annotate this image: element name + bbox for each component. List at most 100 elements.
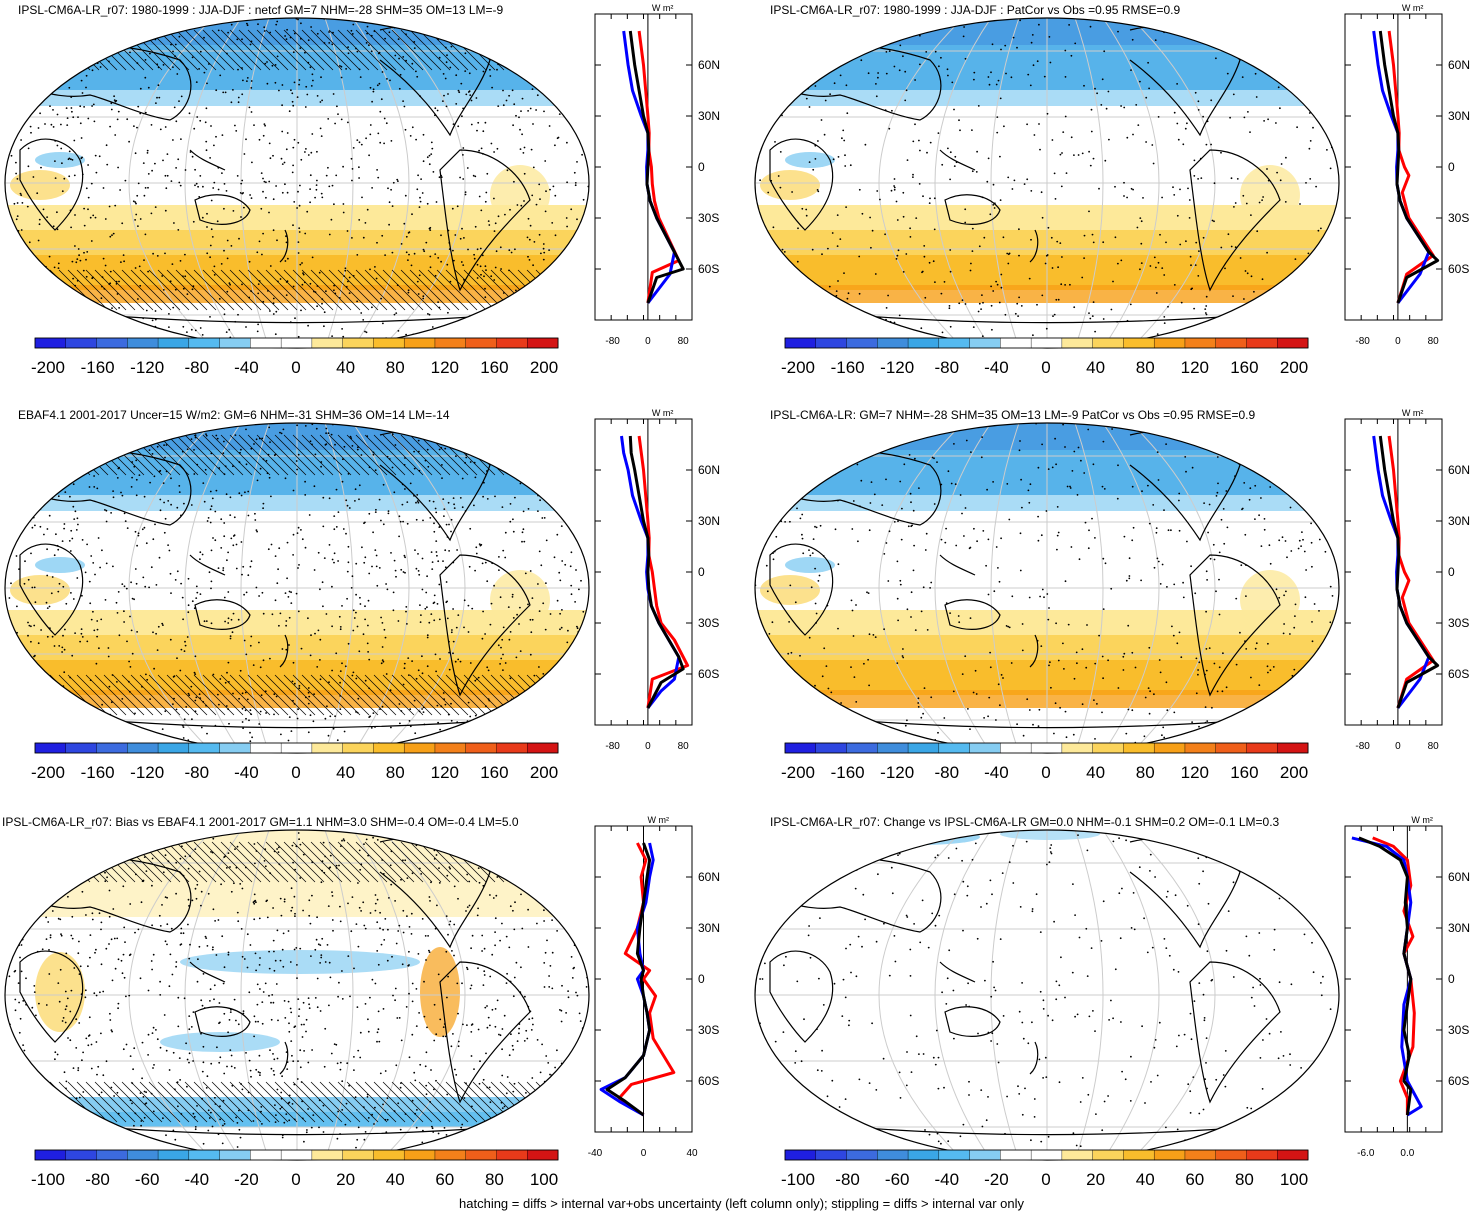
colorbar-swatch bbox=[342, 742, 374, 754]
colorbar-label: -80 bbox=[185, 358, 210, 377]
colorbar-swatch bbox=[373, 742, 405, 754]
map-panel: EBAF4.1 2001-2017 Uncer=15 W/m2: GM=6 NH… bbox=[0, 405, 733, 805]
lat-label: 60N bbox=[1448, 463, 1470, 477]
colorbar-label: -100 bbox=[781, 1170, 815, 1189]
colorbar-label: 0 bbox=[291, 358, 300, 377]
colorbar-swatch bbox=[34, 742, 67, 754]
map-panel: IPSL-CM6A-LR_r07: Change vs IPSL-CM6A-LR… bbox=[750, 812, 1483, 1212]
colorbar-swatch bbox=[434, 1149, 467, 1161]
map-field bbox=[755, 18, 1339, 348]
zonal-profile: W m² 60N 30N 0 30S 60S -6.0 0.0 bbox=[1344, 815, 1470, 1159]
colorbar-swatch bbox=[157, 337, 190, 349]
colorbar-label: 0 bbox=[291, 1170, 300, 1189]
lat-label: 30N bbox=[1448, 514, 1470, 528]
colorbar-swatch bbox=[219, 742, 251, 754]
colorbar-label: 0 bbox=[1041, 763, 1050, 782]
colorbar-swatch bbox=[96, 742, 128, 754]
map-field bbox=[5, 423, 589, 753]
colorbar-swatch bbox=[188, 1149, 221, 1161]
colorbar-label: -40 bbox=[185, 1170, 210, 1189]
colorbar: -100 -80 -60 -40 -20 0 20 40 60 80 100 bbox=[781, 1149, 1309, 1189]
colorbar-label: 100 bbox=[1280, 1170, 1308, 1189]
colorbar-swatch bbox=[1123, 742, 1155, 754]
colorbar-label: 80 bbox=[386, 358, 405, 377]
colorbar-swatch bbox=[938, 1149, 971, 1161]
panel-title: EBAF4.1 2001-2017 Uncer=15 W/m2: GM=6 NH… bbox=[18, 408, 450, 422]
colorbar-swatch bbox=[403, 742, 436, 754]
colorbar-swatch bbox=[65, 742, 98, 754]
colorbar: -200 -160 -120 -80 -40 0 40 80 120 160 200 bbox=[31, 337, 559, 377]
colorbar-label: 40 bbox=[336, 763, 355, 782]
colorbar-label: -20 bbox=[984, 1170, 1009, 1189]
colorbar-label: 40 bbox=[386, 1170, 405, 1189]
colorbar-label: -80 bbox=[935, 763, 960, 782]
colorbar-label: 120 bbox=[1181, 358, 1209, 377]
profile-xtick: -80 bbox=[1355, 336, 1370, 347]
profile-xtick: 40 bbox=[686, 1148, 698, 1159]
lat-label: 60S bbox=[1448, 667, 1469, 681]
colorbar-swatch bbox=[1153, 742, 1186, 754]
colorbar-swatch bbox=[877, 742, 909, 754]
colorbar-swatch bbox=[434, 742, 467, 754]
colorbar-label: 200 bbox=[1280, 358, 1308, 377]
colorbar: -200 -160 -120 -80 -40 0 40 80 120 160 200 bbox=[781, 337, 1309, 377]
colorbar-swatch bbox=[311, 1149, 344, 1161]
zonal-profile: W m² 60N 30N 0 30S 60S -80 0 80 bbox=[594, 408, 720, 752]
colorbar-label: 40 bbox=[336, 358, 355, 377]
colorbar-swatch bbox=[127, 337, 159, 349]
colorbar-swatch bbox=[527, 742, 559, 754]
colorbar-swatch bbox=[65, 1149, 98, 1161]
colorbar-swatch bbox=[969, 337, 1001, 349]
colorbar-swatch bbox=[815, 742, 848, 754]
profile-unit: W m² bbox=[1411, 815, 1433, 825]
profile-xtick: 0 bbox=[641, 1148, 647, 1159]
colorbar-swatch bbox=[465, 337, 497, 349]
colorbar-label: 20 bbox=[1086, 1170, 1105, 1189]
profile-model-line bbox=[599, 842, 655, 1117]
profile-xtick: 0 bbox=[645, 336, 651, 347]
colorbar-swatch bbox=[1061, 337, 1094, 349]
colorbar-label: -40 bbox=[234, 358, 259, 377]
colorbar-swatch bbox=[907, 1149, 940, 1161]
profile-xtick: 0 bbox=[645, 741, 651, 752]
colorbar-label: 160 bbox=[1230, 763, 1258, 782]
lat-label: 0 bbox=[698, 565, 705, 579]
colorbar-swatch bbox=[815, 1149, 848, 1161]
colorbar-swatch bbox=[1092, 742, 1124, 754]
colorbar-label: -160 bbox=[831, 763, 865, 782]
lat-label: 0 bbox=[698, 160, 705, 174]
lat-label: 60N bbox=[698, 58, 720, 72]
colorbar-swatch bbox=[877, 337, 909, 349]
colorbar-label: 80 bbox=[485, 1170, 504, 1189]
colorbar-label: 160 bbox=[1230, 358, 1258, 377]
zonal-profile: W m² 60N 30N 0 30S 60S -40 0 40 bbox=[588, 815, 720, 1159]
map-field bbox=[755, 830, 1339, 1160]
colorbar-swatch bbox=[1246, 337, 1278, 349]
colorbar-label: -120 bbox=[880, 358, 914, 377]
colorbar-label: 60 bbox=[435, 1170, 454, 1189]
colorbar-label: 20 bbox=[336, 1170, 355, 1189]
colorbar-swatch bbox=[434, 337, 467, 349]
colorbar-label: -160 bbox=[81, 763, 115, 782]
panel-title: IPSL-CM6A-LR_r07: 1980-1999 : JJA-DJF : … bbox=[770, 3, 1181, 17]
colorbar-swatch bbox=[250, 1149, 282, 1161]
profile-xtick: -6.0 bbox=[1357, 1148, 1375, 1159]
profile-obs-line bbox=[1387, 435, 1435, 709]
profile-xtick: 80 bbox=[1428, 741, 1440, 752]
colorbar-swatch bbox=[1030, 742, 1063, 754]
profile-obs-line bbox=[637, 435, 690, 709]
colorbar-swatch bbox=[342, 337, 374, 349]
lat-label: 30S bbox=[1448, 1023, 1469, 1037]
colorbar-swatch bbox=[1092, 1149, 1124, 1161]
colorbar-label: -160 bbox=[831, 358, 865, 377]
colorbar-label: -160 bbox=[81, 358, 115, 377]
lat-label: 30N bbox=[698, 514, 720, 528]
colorbar-swatch bbox=[938, 337, 971, 349]
colorbar-label: -200 bbox=[31, 763, 65, 782]
colorbar-swatch bbox=[1153, 1149, 1186, 1161]
colorbar-label: -60 bbox=[135, 1170, 160, 1189]
colorbar-swatch bbox=[127, 1149, 159, 1161]
profile-mean-line bbox=[605, 842, 652, 1117]
colorbar-swatch bbox=[527, 1149, 559, 1161]
colorbar-label: 0 bbox=[291, 763, 300, 782]
